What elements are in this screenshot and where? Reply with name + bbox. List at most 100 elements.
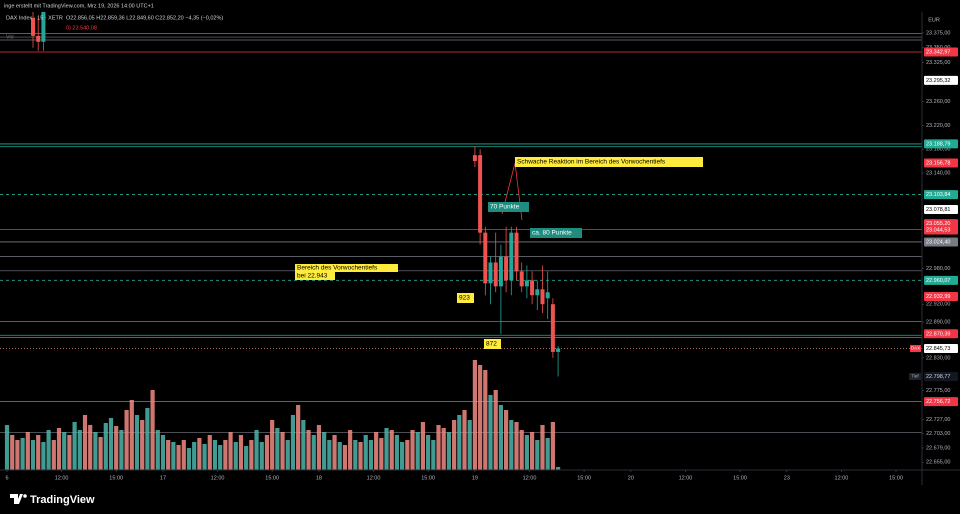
y-tick-label: 23.180,00 — [926, 147, 950, 153]
y-tick-label: 23.325,00 — [926, 60, 950, 66]
volume-bar — [358, 442, 363, 470]
x-tick-label: 12:00 — [679, 475, 693, 481]
volume-bar — [4, 425, 10, 470]
price-label-box — [924, 205, 958, 215]
price-label: 23.342,97 — [926, 49, 950, 55]
volume-bar — [228, 432, 233, 470]
volume-bar — [379, 438, 384, 470]
price-label-box — [924, 47, 958, 57]
y-tick-label: 23.220,00 — [926, 123, 950, 129]
x-tick-label: 18 — [316, 475, 322, 481]
y-tick-label: 22.980,00 — [926, 266, 950, 272]
x-tick-label: 15:00 — [421, 475, 435, 481]
volume-bar — [186, 448, 192, 470]
x-tick-label: 15:00 — [889, 475, 903, 481]
x-tick-label: 19 — [472, 475, 478, 481]
volume-bar — [114, 426, 119, 470]
price-axis: EUR 23.375,0023.350,0023.325,0023.260,00… — [922, 17, 958, 466]
volume-bar — [306, 430, 311, 470]
volume-bar — [176, 445, 181, 470]
volume-bar — [472, 360, 478, 470]
candle-body — [509, 232, 514, 281]
volume-bar — [233, 442, 238, 470]
volume-bar — [244, 446, 249, 470]
volume-bar — [285, 440, 290, 470]
indicator-value: 0) 23.540,08 — [66, 25, 97, 31]
price-label-box — [924, 397, 958, 407]
volume-bar — [41, 442, 46, 470]
x-tick-label: 12:00 — [367, 475, 381, 481]
volume-bar — [509, 420, 514, 470]
volume-bar — [519, 430, 524, 470]
brand[interactable]: TradingView — [30, 494, 95, 506]
candle-body — [36, 35, 41, 42]
volume-bar — [88, 425, 93, 470]
price-label: 22.932,99 — [926, 294, 950, 300]
price-label: 23.024,40 — [926, 239, 950, 245]
annotation-box — [484, 339, 501, 349]
x-tick-label: 12:00 — [55, 475, 69, 481]
volume-bar — [82, 415, 88, 470]
y-tick-label: 22.830,00 — [926, 355, 950, 361]
candle-body — [524, 280, 529, 287]
volume-bar — [36, 435, 41, 470]
annotation-box — [295, 272, 335, 280]
candle-body — [519, 271, 524, 287]
volume-bar — [20, 438, 25, 470]
candle-body — [498, 256, 503, 287]
volume-bar — [160, 435, 166, 470]
volume-layer — [4, 360, 561, 470]
volume-bar — [498, 405, 504, 470]
volume-bar — [467, 420, 472, 470]
volume-bar — [410, 430, 415, 470]
logo-mark — [10, 494, 26, 504]
price-label-box — [924, 329, 958, 339]
price-label: 22.960,07 — [926, 278, 950, 284]
x-tick-label: 12:00 — [211, 475, 225, 481]
y-tick-label: 23.260,00 — [926, 99, 950, 105]
candle-body — [535, 289, 540, 296]
volume-bar — [103, 423, 108, 470]
volume-bar — [353, 440, 358, 470]
x-tick-label: 15:00 — [109, 475, 123, 481]
volume-bar — [254, 430, 259, 470]
price-label-box — [924, 225, 958, 235]
volume-bar — [264, 435, 270, 470]
volume-bar — [301, 420, 306, 470]
badge: DAX — [911, 346, 920, 351]
y-tick-label: 22.727,00 — [926, 417, 950, 423]
volume-bar — [457, 415, 462, 470]
volume-bar — [212, 440, 218, 470]
volume-bar — [348, 430, 353, 470]
symbol: DAX Index · 15 · XETR — [6, 15, 63, 21]
volume-bar — [316, 425, 322, 470]
volume-bar — [337, 442, 342, 470]
volume-bar — [296, 405, 301, 470]
price-label-box — [924, 139, 958, 149]
volume-bar — [545, 438, 550, 470]
annotation-box — [530, 228, 582, 238]
footer-bar — [0, 486, 960, 514]
volume-bar — [10, 435, 15, 470]
volume-bar — [342, 445, 348, 470]
volume-bar — [446, 432, 452, 470]
volume-bar — [368, 440, 374, 470]
volume-bar — [400, 442, 405, 470]
volume-bar — [129, 400, 134, 470]
volume-bar — [145, 408, 150, 470]
candle-layer — [31, 12, 561, 377]
candle-body — [540, 289, 545, 305]
volume-bar — [384, 428, 389, 470]
candle-body — [545, 292, 550, 299]
volume-bar — [25, 432, 30, 470]
price-label: 22.870,39 — [926, 331, 950, 337]
volume-bar — [275, 428, 280, 470]
volume-bar — [405, 440, 410, 470]
annotation: bei 22.943 — [297, 273, 328, 280]
volume-bar — [529, 432, 535, 470]
candle-body — [478, 155, 483, 233]
volume-bar — [426, 435, 431, 470]
y-tick-label: 22.920,00 — [926, 302, 950, 308]
volume-bar — [389, 430, 394, 470]
